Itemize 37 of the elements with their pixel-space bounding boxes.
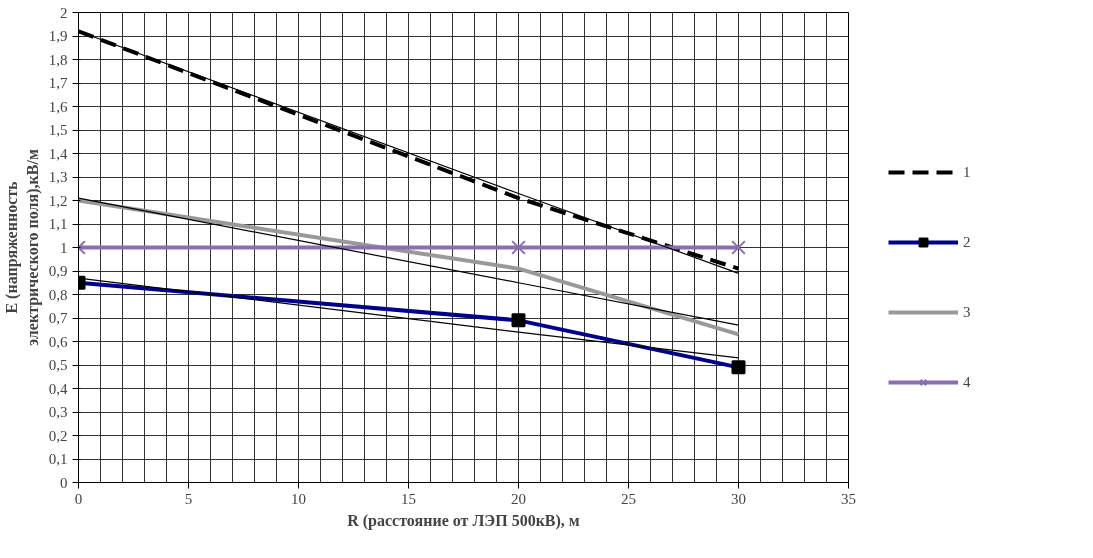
x-tick-label: 0: [74, 490, 83, 507]
y-tick-label: 1,9: [48, 28, 68, 44]
legend-label: 4: [963, 373, 972, 391]
y-axis-title: E (напряженность электрического поля),кВ/м: [3, 149, 42, 346]
y-tick-label: 0,3: [48, 404, 68, 420]
y-tick-label: 2: [60, 4, 68, 21]
y-tick-label: 0,8: [48, 286, 68, 303]
y-tick-label: 0,4: [48, 380, 68, 397]
y-tick-label: 0,2: [48, 427, 68, 444]
x-tick-label: 20: [511, 490, 526, 507]
x-tick-label: 5: [184, 490, 193, 507]
y-tick-label: 0,5: [48, 357, 68, 373]
y-tick-label: 1,8: [48, 51, 68, 68]
x-tick-label: 35: [841, 490, 856, 507]
x-tick-label: 25: [621, 490, 636, 507]
legend-label: 3: [963, 303, 972, 321]
y-tick-label: 0,1: [48, 451, 68, 467]
legend-label: 1: [963, 163, 972, 181]
y-tick-label: 1,2: [48, 192, 68, 209]
y-tick-label: 0,9: [48, 263, 68, 279]
x-tick-label: 15: [401, 490, 416, 507]
y-tick-label: 1,7: [48, 75, 68, 91]
y-tick-label: 0,7: [48, 310, 68, 326]
x-tick-label: 30: [731, 490, 746, 507]
y-tick-label: 1,4: [48, 145, 68, 162]
y-tick-label: 0: [60, 474, 68, 491]
y-tick-label: 1,3: [48, 169, 68, 185]
y-tick-label: 0,6: [48, 333, 68, 350]
y-tick-label: 1,1: [48, 216, 68, 232]
x-tick-label: 10: [291, 490, 306, 507]
legend-label: 2: [963, 233, 972, 251]
x-axis-title: R (расстояние от ЛЭП 500кВ), м: [347, 511, 580, 530]
y-tick-label: 1,6: [48, 98, 68, 115]
point: [511, 240, 526, 255]
point: [731, 240, 746, 255]
y-tick-label: 1,5: [48, 122, 68, 138]
y-tick-label: 1: [60, 239, 68, 256]
